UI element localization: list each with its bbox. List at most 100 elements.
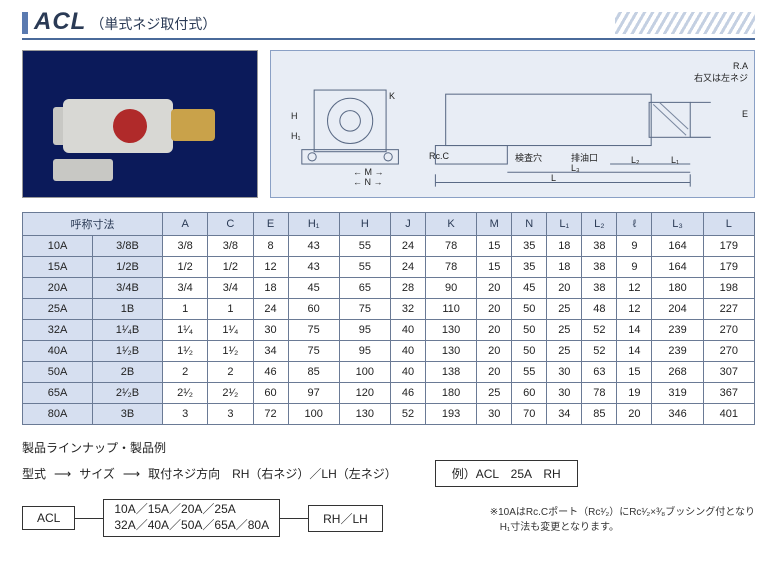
- col-C: C: [208, 213, 253, 236]
- cell: 268: [652, 362, 703, 383]
- cell: 65: [339, 278, 390, 299]
- cell: 52: [582, 320, 617, 341]
- table-row: 65A2¹⁄₂B2¹⁄₂2¹⁄₂609712046180256030781931…: [23, 383, 755, 404]
- table-row: 40A1¹⁄₂B1¹⁄₂1¹⁄₂347595401302050255214239…: [23, 341, 755, 362]
- cell: 78: [426, 257, 477, 278]
- cell-name-b: 1B: [93, 299, 163, 320]
- cell: 38: [582, 278, 617, 299]
- title-stripes: [615, 12, 755, 34]
- lineup-flow: ACL 10A／15A／20A／25A 32A／40A／50A／65A／80A …: [22, 495, 755, 541]
- cell-name-b: 3/8B: [93, 236, 163, 257]
- label-katashiki: 型式: [22, 465, 46, 482]
- cell-name-b: 3B: [93, 404, 163, 425]
- cell: 90: [426, 278, 477, 299]
- col-A: A: [163, 213, 208, 236]
- cell: 30: [253, 320, 288, 341]
- cell: 1/2: [163, 257, 208, 278]
- diagram-label-K: K: [389, 91, 395, 101]
- cell: 45: [288, 278, 339, 299]
- cell-name-b: 3/4B: [93, 278, 163, 299]
- col-H1: H₁: [288, 213, 339, 236]
- cell: 50: [512, 299, 547, 320]
- cell: 63: [582, 362, 617, 383]
- table-row: 15A1/2B1/21/21243552478153518389164179: [23, 257, 755, 278]
- cell: 35: [512, 257, 547, 278]
- cell: 2¹⁄₂: [163, 383, 208, 404]
- col-N: N: [512, 213, 547, 236]
- diagram-label-L3: L₃: [571, 163, 580, 173]
- cell: 30: [477, 404, 512, 425]
- cell: 24: [390, 236, 425, 257]
- cell: 198: [703, 278, 754, 299]
- cell: 100: [339, 362, 390, 383]
- cell: 8: [253, 236, 288, 257]
- cell: 60: [253, 383, 288, 404]
- cell: 52: [582, 341, 617, 362]
- cell: 28: [390, 278, 425, 299]
- cell: 25: [547, 299, 582, 320]
- cell: 20: [547, 278, 582, 299]
- cell: 32: [390, 299, 425, 320]
- cell: 95: [339, 341, 390, 362]
- cell: 3/4: [208, 278, 253, 299]
- cell: 75: [288, 341, 339, 362]
- cell: 38: [582, 236, 617, 257]
- cell: 40: [390, 320, 425, 341]
- cell: 97: [288, 383, 339, 404]
- spec-table-head: 呼称寸法 A C E H₁ H J K M N L₁ L₂ ℓ L₃ L: [23, 213, 755, 236]
- cell: 3/8: [163, 236, 208, 257]
- diagram-label-M: ← M →: [353, 167, 384, 177]
- diagram-label-ra: R.A: [733, 61, 748, 71]
- cell: 14: [617, 320, 652, 341]
- cell: 25: [477, 383, 512, 404]
- cell: 95: [339, 320, 390, 341]
- cell: 15: [477, 236, 512, 257]
- box-sizes-line1: 10A／15A／20A／25A: [114, 502, 235, 516]
- box-sizes-line2: 32A／40A／50A／65A／80A: [114, 518, 269, 532]
- cell: 1/2: [208, 257, 253, 278]
- cell: 45: [512, 278, 547, 299]
- table-row: 20A3/4B3/43/418456528902045203812180198: [23, 278, 755, 299]
- cell: 100: [288, 404, 339, 425]
- cell: 30: [547, 383, 582, 404]
- cell: 179: [703, 257, 754, 278]
- col-name: 呼称寸法: [23, 213, 163, 236]
- cell-name-a: 40A: [23, 341, 93, 362]
- cell: 164: [652, 257, 703, 278]
- footnote: ※10AはRc.Cポート（Rc¹⁄₂）にRc¹⁄₂×³⁄₈ブッシング付となり H…: [490, 503, 755, 533]
- cell: 270: [703, 320, 754, 341]
- lineup-header: 製品ラインナップ・製品例: [22, 439, 755, 456]
- title-bar: ACL （単式ネジ取付式）: [22, 8, 755, 40]
- spec-table: 呼称寸法 A C E H₁ H J K M N L₁ L₂ ℓ L₃ L 10A…: [22, 212, 755, 425]
- cell: 15: [617, 362, 652, 383]
- cell: 18: [547, 236, 582, 257]
- cell: 20: [477, 299, 512, 320]
- box-rhlh: RH／LH: [308, 505, 383, 532]
- cell: 1: [208, 299, 253, 320]
- example-box: 例）ACL 25A RH: [435, 460, 578, 487]
- cell: 20: [477, 320, 512, 341]
- table-row: 50A2B224685100401382055306315268307: [23, 362, 755, 383]
- cell: 34: [547, 404, 582, 425]
- cell: 55: [339, 236, 390, 257]
- cell: 18: [547, 257, 582, 278]
- col-L3: L₃: [652, 213, 703, 236]
- cell: 3: [208, 404, 253, 425]
- cell: 85: [582, 404, 617, 425]
- table-row: 10A3/8B3/83/8843552478153518389164179: [23, 236, 755, 257]
- cell: 120: [339, 383, 390, 404]
- col-L1: L₁: [547, 213, 582, 236]
- diagram-label-ra-note: 右又は左ネジ: [694, 71, 748, 84]
- cell: 9: [617, 236, 652, 257]
- cell: 34: [253, 341, 288, 362]
- cell-name-a: 15A: [23, 257, 93, 278]
- diagram-label-rcc: Rc.C: [429, 151, 449, 161]
- box-sizes: 10A／15A／20A／25A 32A／40A／50A／65A／80A: [103, 499, 280, 536]
- spec-table-body: 10A3/8B3/83/884355247815351838916417915A…: [23, 236, 755, 425]
- cell-name-b: 2B: [93, 362, 163, 383]
- cell: 227: [703, 299, 754, 320]
- cell: 179: [703, 236, 754, 257]
- cell: 60: [512, 383, 547, 404]
- cell: 307: [703, 362, 754, 383]
- cell: 25: [547, 341, 582, 362]
